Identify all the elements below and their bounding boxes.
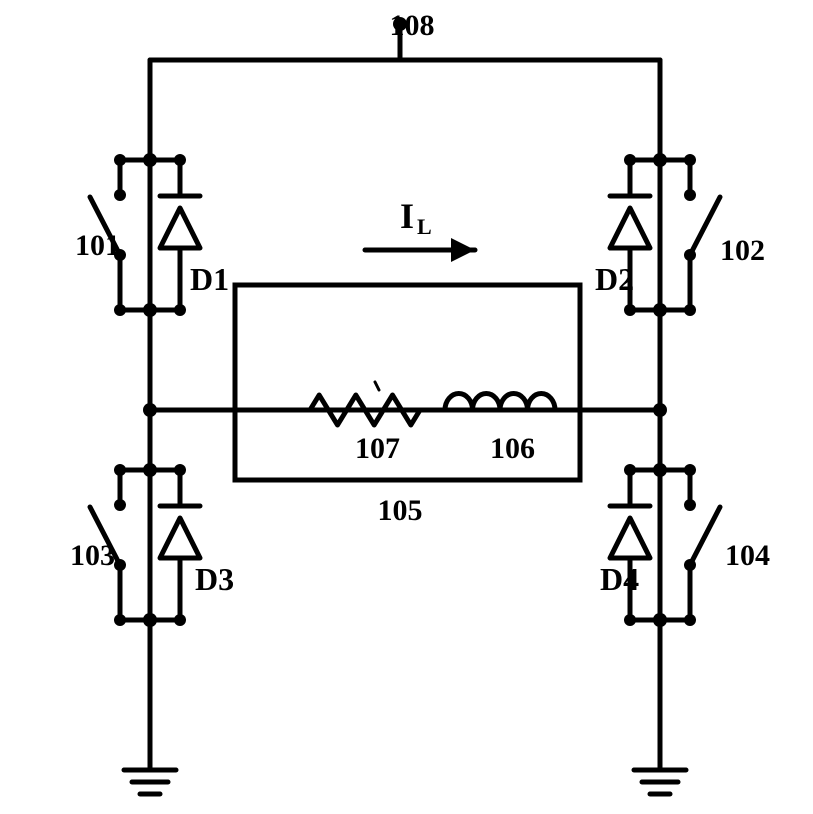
label-diode_tr: D2 [595,261,634,297]
ground-symbol [634,770,686,794]
label-current_sub: L [417,214,432,239]
label-inductor: 106 [490,432,535,465]
label-resistor: 107 [355,432,400,465]
resistor-107 [310,395,420,425]
switch-104 [610,470,720,620]
label-diode_br: D4 [600,561,639,597]
label-load_box: 105 [378,494,423,527]
label-sw_br: 104 [725,539,770,572]
label-diode_tl: D1 [190,261,229,297]
label-sw_bl: 103 [70,539,115,572]
ground-symbol [124,770,176,794]
label-sw_tr: 102 [720,234,765,267]
label-top_node: 108 [390,9,435,42]
label-sw_tl: 101 [75,229,120,262]
label-current: I [400,196,414,236]
current-arrow [451,238,475,262]
label-diode_bl: D3 [195,561,234,597]
